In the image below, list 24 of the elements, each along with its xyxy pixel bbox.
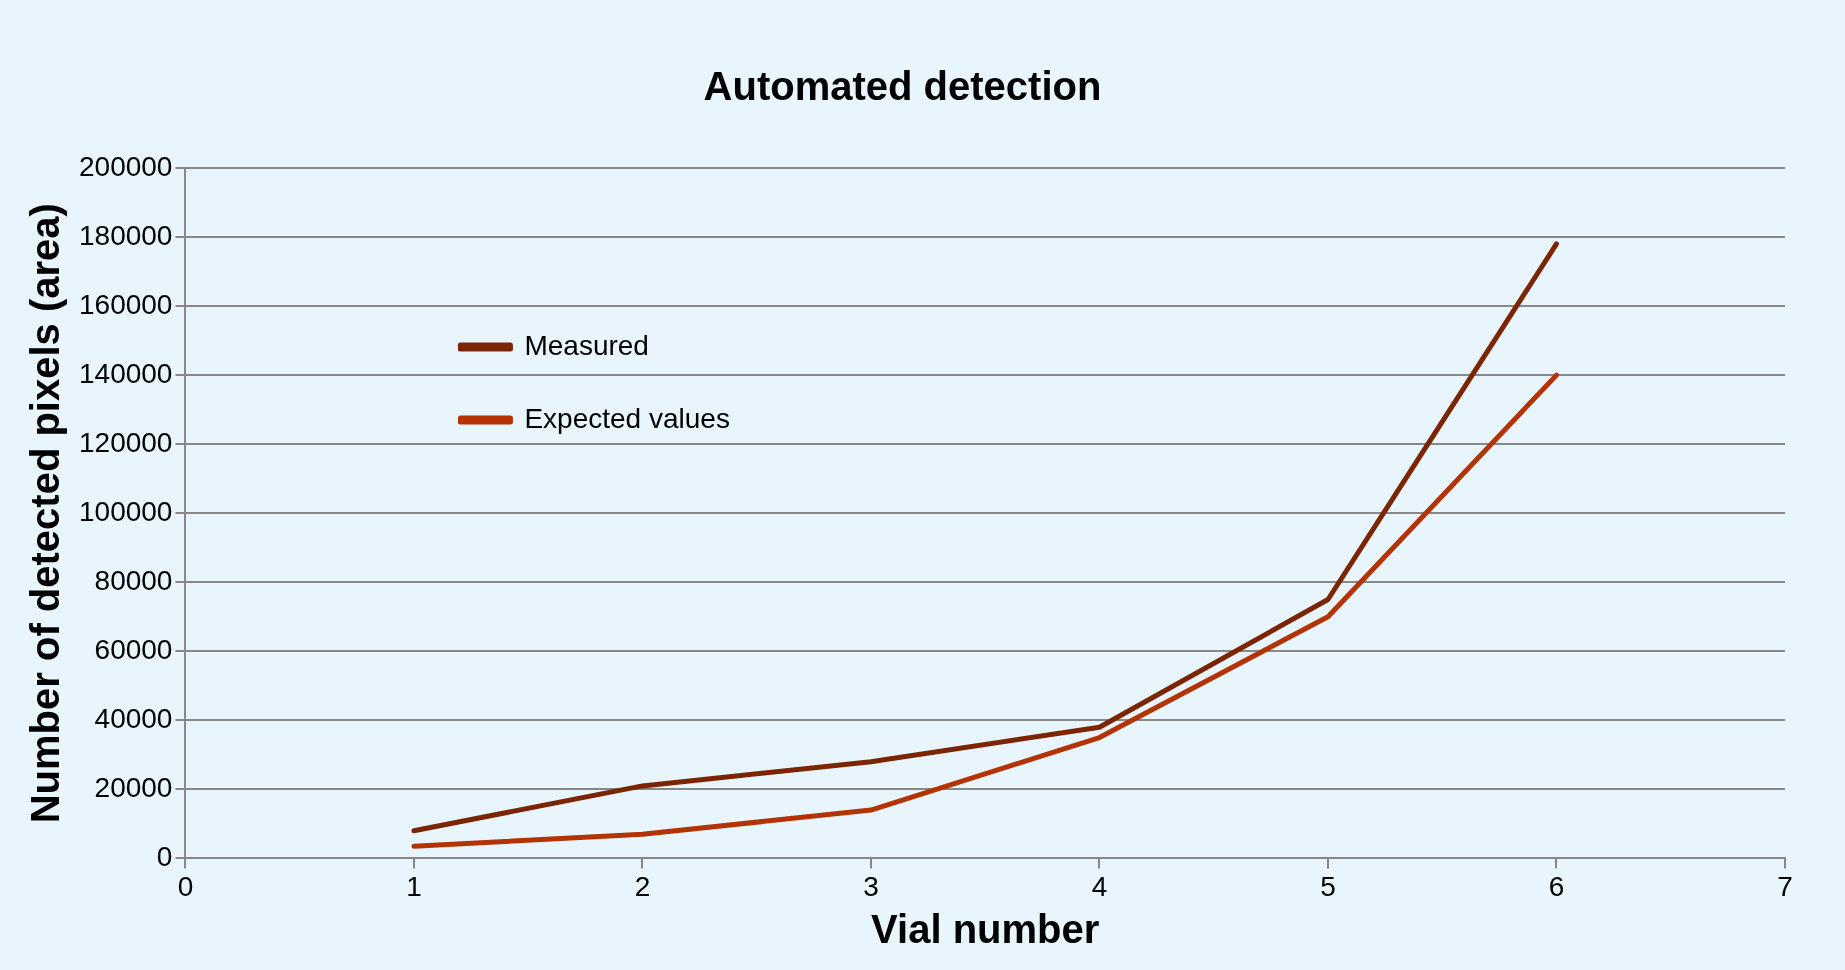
y-tick-label: 120000 [79,426,173,458]
x-tick-label: 0 [177,870,194,902]
x-axis-title: Vial number [871,907,1100,952]
x-tick-label: 5 [1320,870,1336,902]
y-tick-label: 20000 [94,772,173,804]
x-tick-label: 4 [1091,870,1108,902]
x-tick-label: 6 [1548,870,1565,902]
legend-label: Measured [524,329,649,361]
x-tick-label: 1 [406,870,422,902]
y-tick-label: 140000 [79,357,173,389]
legend-label: Expected values [524,402,730,434]
y-tick-label: 180000 [79,219,173,251]
y-tick-label: 40000 [94,703,173,735]
y-tick-label: 60000 [94,634,173,665]
y-tick-label: 160000 [79,288,173,320]
y-tick-label: 80000 [94,564,173,596]
y-axis-title: Number of detected pixels (area) [23,203,68,824]
y-tick-label: 100000 [79,495,173,527]
y-tick-label: 200000 [79,150,173,182]
x-tick-label: 2 [634,870,651,902]
chart-title: Automated detection [703,64,1102,109]
x-tick-label: 3 [863,870,879,902]
x-tick-label: 7 [1777,870,1793,902]
y-tick-label: 0 [156,841,173,873]
